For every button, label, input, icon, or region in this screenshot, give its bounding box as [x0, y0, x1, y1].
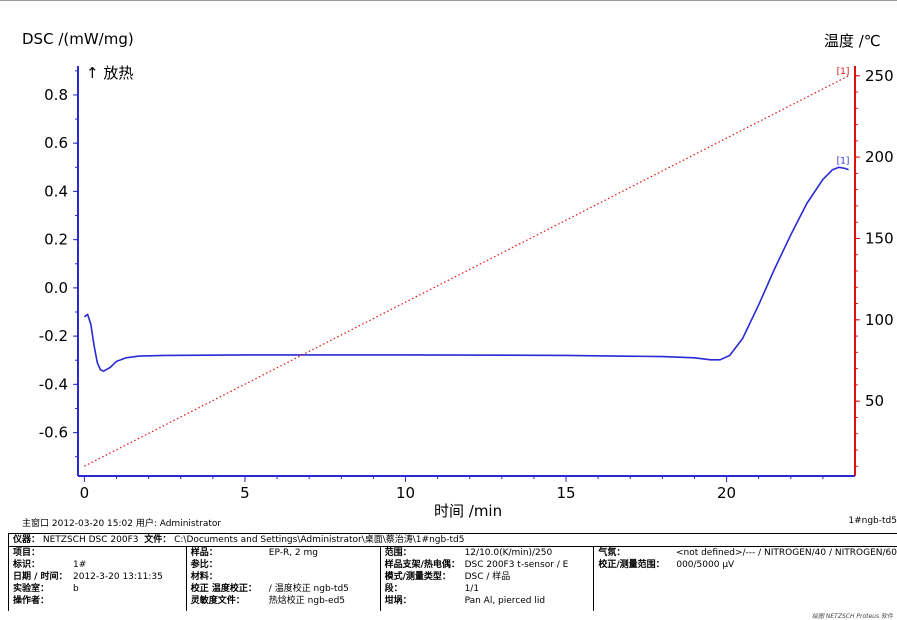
info-key: 段：	[384, 584, 403, 594]
left-tick-label: -0.2	[39, 327, 68, 345]
left-tick-label: -0.6	[39, 424, 68, 442]
temperature-curve-marker: [1]	[837, 67, 850, 77]
temperature-curve	[84, 75, 849, 467]
info-column-2: 样品： EP-R, 2 mg 参比： 材料： 校正 温度校正： / 温度校正 ngb-td…	[187, 547, 381, 611]
info-value: <not defined>/--- / NITROGEN/40 / NITROG…	[675, 548, 897, 558]
info-row: 标识： 1#	[13, 559, 186, 571]
x-axis-title: 时间 /min	[434, 502, 503, 520]
info-value: / 温度校正 ngb-td5	[268, 584, 349, 594]
measurement-info-table: 仪器： NETZSCH DSC 200F3 文件： C:\Documents a…	[8, 533, 897, 611]
info-header: 仪器： NETZSCH DSC 200F3 文件： C:\Documents a…	[9, 534, 897, 547]
info-value: 热焓校正 ngb-ed5	[268, 596, 346, 606]
left-tick-label: 0.2	[44, 231, 68, 249]
info-value: 2012-3-20 13:11:35	[73, 572, 163, 582]
left-tick-label: 0.6	[44, 134, 68, 152]
x-tick-label: 10	[396, 484, 415, 502]
right-axis-title: 温度 /℃	[824, 32, 881, 50]
software-credit: 绘图 NETZSCH Proteus 软件	[811, 613, 893, 620]
left-tick-label: 0.4	[44, 182, 68, 200]
info-value: Pan Al, pierced lid	[464, 596, 546, 606]
info-key: 模式/测量类型：	[384, 572, 451, 582]
left-tick-label: -0.4	[39, 375, 68, 393]
info-column-4: 气氛： <not defined>/--- / NITROGEN/40 / NIT…	[594, 547, 897, 611]
left-axis-title: DSC /(mW/mg)	[22, 30, 134, 48]
info-key: 范围：	[384, 548, 412, 558]
left-tick-label: 0.8	[44, 86, 68, 104]
right-tick-label: 250	[865, 67, 894, 85]
info-key: 气氛：	[598, 548, 626, 558]
file-key: 文件：	[144, 535, 172, 545]
info-value: 000/5000 µV	[676, 560, 735, 570]
info-value: b	[73, 584, 79, 594]
info-key: 操作者：	[13, 596, 50, 606]
right-tick-label: 200	[865, 148, 894, 166]
info-value: DSC 200F3 t-sensor / E	[464, 560, 569, 570]
info-row: 气氛： <not defined>/--- / NITROGEN/40 / NIT…	[598, 547, 897, 559]
info-key: 校正 温度校正：	[190, 584, 257, 594]
info-key: 坩埚：	[384, 596, 412, 606]
info-row: 校正 温度校正： / 温度校正 ngb-td5	[191, 583, 380, 595]
info-key: 样品：	[190, 548, 218, 558]
info-key: 项目：	[13, 548, 41, 558]
right-tick-label: 50	[865, 392, 884, 410]
info-row: 模式/测量类型： DSC / 样品	[385, 571, 594, 583]
dsc-chart: 0.8 0.6 0.4 0.2 0.0 -0.2 -0.4 -0.6 0 5 10 15 20 250 20…	[0, 0, 897, 520]
info-key: 样品支架/热电偶：	[384, 560, 460, 570]
info-row: 操作者：	[13, 595, 186, 607]
info-key: 校正/测量范围：	[598, 560, 665, 570]
right-tick-label: 100	[865, 311, 894, 329]
info-row: 实验室： b	[13, 583, 186, 595]
info-row: 坩埚： Pan Al, pierced lid	[385, 595, 594, 607]
instrument-key: 仪器：	[13, 535, 41, 545]
info-value: 12/10.0(K/min)/250	[464, 548, 553, 558]
info-row: 灵敏度文件： 热焓校正 ngb-ed5	[191, 595, 380, 607]
info-column-1: 项目： 标识： 1# 日期 / 时间： 2012-3-20 13:11:35 实验室： b 操…	[9, 547, 187, 611]
info-key: 实验室：	[13, 584, 50, 594]
info-key: 日期 / 时间：	[13, 572, 68, 582]
info-key: 材料：	[190, 572, 218, 582]
info-key: 参比：	[190, 560, 218, 570]
info-row: 校正/测量范围： 000/5000 µV	[598, 559, 897, 571]
info-value: 1#	[73, 560, 87, 570]
info-row: 日期 / 时间： 2012-3-20 13:11:35	[13, 571, 186, 583]
info-row: 参比：	[191, 559, 380, 571]
x-tick-label: 15	[556, 484, 575, 502]
file-tag: 1#ngb-td5	[848, 516, 897, 526]
info-row: 项目：	[13, 547, 186, 559]
instrument-value: NETZSCH DSC 200F3	[42, 535, 139, 545]
info-column-3: 范围： 12/10.0(K/min)/250 样品支架/热电偶： DSC 200F3 …	[381, 547, 595, 611]
info-row: 范围： 12/10.0(K/min)/250	[385, 547, 594, 559]
info-row: 材料：	[191, 571, 380, 583]
chart-svg: 0.8 0.6 0.4 0.2 0.0 -0.2 -0.4 -0.6 0 5 10 15 20 250 20…	[0, 0, 897, 502]
x-tick-label: 20	[717, 484, 736, 502]
left-tick-label: 0.0	[44, 279, 68, 297]
info-row: 样品： EP-R, 2 mg	[191, 547, 380, 559]
info-key: 标识：	[13, 560, 41, 570]
window-status-line: 主窗口 2012-03-20 15:02 用户: Administrator	[22, 519, 222, 529]
x-tick-label: 5	[240, 484, 250, 502]
info-row: 段： 1/1	[385, 583, 594, 595]
dsc-curve	[83, 166, 849, 372]
exo-direction-label: ↑ 放热	[86, 64, 134, 82]
dsc-curve-marker: [1]	[837, 157, 850, 167]
info-value: DSC / 样品	[464, 572, 511, 582]
info-value: 1/1	[464, 584, 480, 594]
info-row: 样品支架/热电偶： DSC 200F3 t-sensor / E	[385, 559, 594, 571]
info-value: EP-R, 2 mg	[268, 548, 319, 558]
right-tick-label: 150	[865, 229, 894, 247]
info-key: 灵敏度文件：	[190, 596, 245, 606]
x-tick-label: 0	[80, 484, 90, 502]
file-value: C:\Documents and Settings\Administrator\…	[174, 535, 465, 545]
